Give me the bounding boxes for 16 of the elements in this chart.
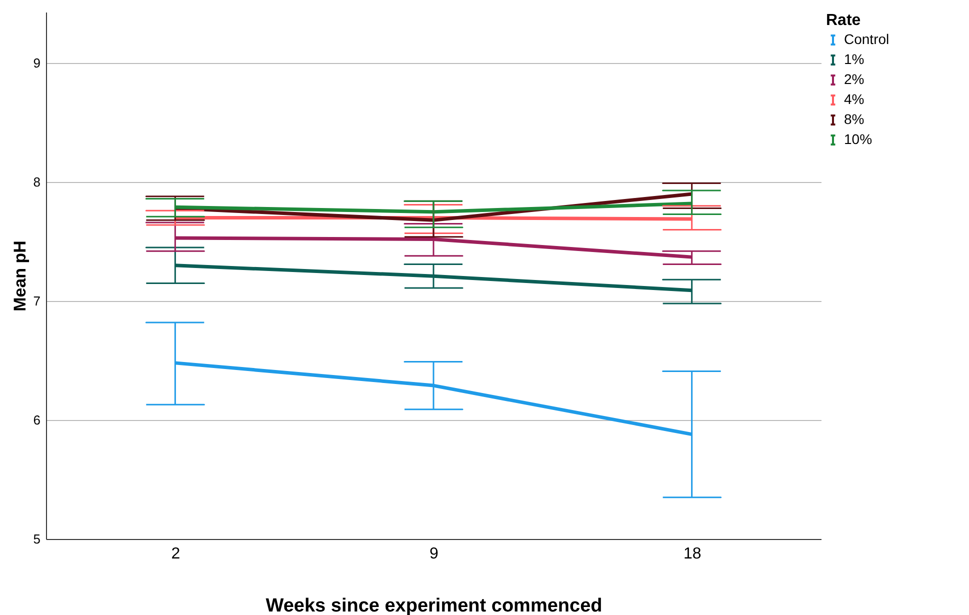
legend-label: 10%: [844, 131, 872, 147]
x-tick-label: 9: [430, 546, 439, 562]
y-tick-label: 7: [33, 294, 40, 309]
x-tick-label: 2: [171, 546, 180, 562]
y-tick-label: 9: [33, 56, 40, 71]
legend-label: 8%: [844, 111, 864, 127]
y-tick-label: 5: [33, 532, 40, 546]
legend-label: 1%: [844, 51, 864, 67]
legend-label: Control: [844, 31, 890, 47]
y-tick-label: 8: [33, 174, 40, 190]
x-tick-label: 18: [683, 546, 702, 562]
y-tick-label: 6: [33, 412, 40, 428]
legend-title: Rate: [826, 12, 861, 29]
legend-label: 2%: [844, 71, 864, 87]
y-axis-title: Mean pH: [10, 240, 30, 312]
legend-label: 4%: [844, 91, 864, 107]
